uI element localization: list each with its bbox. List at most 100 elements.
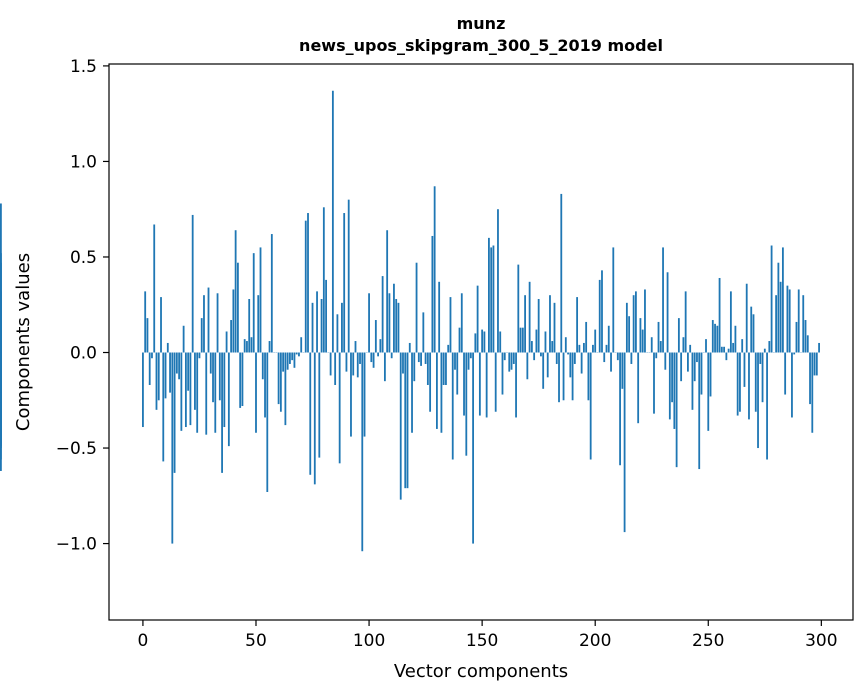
- y-tick-label: 0.0: [70, 344, 97, 364]
- bar-284: [784, 352, 787, 395]
- bar-204: [603, 352, 606, 363]
- bar-275: [763, 348, 766, 353]
- bar-149: [478, 352, 481, 416]
- bar-16: [178, 352, 181, 380]
- bar-101: [370, 352, 373, 363]
- bar-261: [732, 342, 735, 353]
- bar-187: [564, 337, 567, 353]
- bar-138: [454, 352, 456, 370]
- bar-28: [205, 352, 208, 435]
- bar-47: [248, 299, 251, 353]
- bar-31: [212, 352, 214, 403]
- bar-260: [729, 291, 732, 353]
- bar-127: [429, 352, 432, 412]
- bar-162: [508, 352, 511, 372]
- bar-230: [662, 247, 664, 353]
- bar-8: [160, 297, 162, 353]
- bar-244: [693, 352, 696, 382]
- bar-170: [526, 352, 529, 380]
- bar-247: [700, 352, 703, 395]
- bar-2: [146, 318, 149, 353]
- bar-207: [610, 352, 612, 372]
- bar-132: [440, 352, 443, 433]
- bar-30: [209, 352, 212, 374]
- bar-17: [180, 352, 183, 431]
- bar-1: [144, 291, 147, 353]
- bar-156: [494, 352, 497, 412]
- bar-38: [227, 352, 230, 447]
- bar-133: [442, 352, 445, 385]
- bar-116: [404, 352, 407, 489]
- bar-143: [465, 352, 468, 456]
- bar-189: [569, 352, 572, 378]
- bar-111: [393, 283, 395, 353]
- bar-252: [711, 320, 714, 353]
- bar-65: [289, 352, 291, 364]
- bar-96: [359, 352, 361, 364]
- bar-290: [797, 289, 800, 353]
- bar-39: [230, 320, 233, 353]
- bar-25: [198, 352, 201, 359]
- bar-56: [268, 341, 271, 353]
- bar-14: [173, 352, 176, 473]
- bar-280: [775, 295, 778, 353]
- bar-193: [578, 344, 581, 353]
- bar-200: [594, 329, 597, 353]
- bar-74: [309, 352, 312, 475]
- x-tick-label: 0: [138, 631, 149, 651]
- x-tick-label: 150: [466, 631, 498, 651]
- bar-139: [456, 352, 459, 395]
- bar-128: [431, 235, 434, 353]
- bar-100: [368, 293, 370, 353]
- bar-9: [162, 352, 165, 462]
- bar-40: [232, 289, 235, 353]
- y-axis-label: Components values: [13, 253, 34, 431]
- bar-61: [279, 352, 282, 412]
- bar-undefined: [0, 352, 2, 393]
- bar-107: [383, 352, 386, 382]
- bar-42: [237, 262, 239, 353]
- bar-174: [535, 329, 538, 353]
- bar-18: [182, 325, 185, 353]
- bar-185: [560, 193, 563, 353]
- bar-118: [408, 342, 411, 353]
- bar-130: [436, 352, 438, 429]
- bar-256: [720, 346, 723, 353]
- bar-98: [363, 352, 366, 437]
- bar-119: [411, 352, 413, 433]
- bar-251: [709, 352, 712, 397]
- bar-44: [241, 352, 244, 407]
- x-tick-label: 100: [353, 631, 385, 651]
- bar-294: [806, 335, 809, 353]
- bar-220: [639, 318, 642, 353]
- bar-3: [148, 352, 151, 385]
- bar-263: [736, 352, 739, 416]
- bar-191: [573, 352, 576, 364]
- bar-115: [402, 352, 404, 374]
- bar-144: [467, 352, 470, 370]
- bar-181: [551, 341, 554, 353]
- bar-259: [727, 348, 730, 353]
- bar-135: [447, 344, 450, 353]
- bar-122: [417, 352, 420, 363]
- bar-90: [345, 352, 348, 372]
- bar-134: [445, 352, 447, 385]
- bar-163: [510, 352, 513, 370]
- bar-141: [460, 293, 463, 353]
- bar-272: [757, 352, 759, 449]
- bar-106: [381, 276, 384, 353]
- bar-218: [635, 291, 637, 353]
- bar-166: [517, 264, 520, 353]
- bar-153: [488, 237, 490, 353]
- bar-79: [320, 299, 323, 353]
- bar-269: [750, 306, 753, 353]
- bar-245: [696, 352, 698, 363]
- bar-208: [612, 247, 615, 353]
- bar-168: [521, 327, 524, 353]
- bar-10: [164, 352, 167, 399]
- bar-35: [221, 352, 223, 473]
- bar-235: [673, 352, 676, 429]
- bar-265: [741, 339, 744, 353]
- bar-37: [225, 331, 228, 353]
